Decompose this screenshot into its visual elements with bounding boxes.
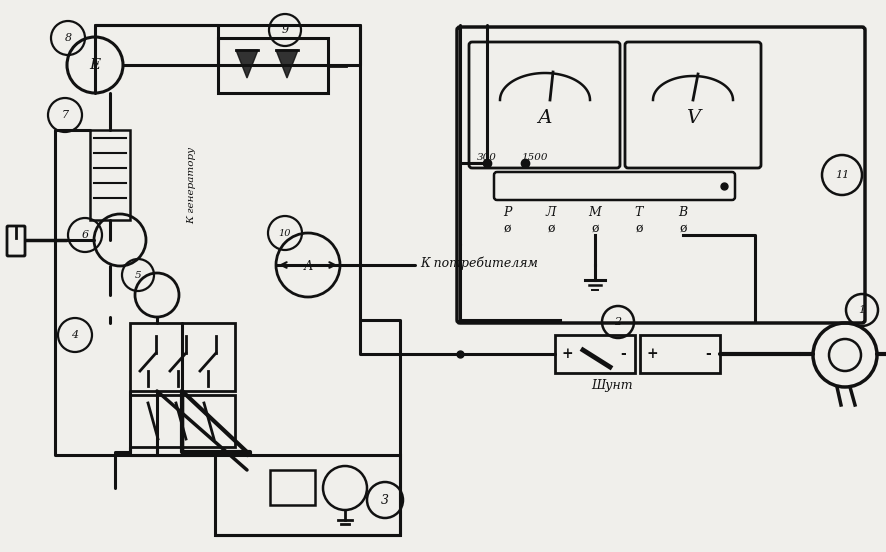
Bar xyxy=(218,38,328,93)
Text: Шунт: Шунт xyxy=(591,379,633,391)
Text: Р: Р xyxy=(503,206,511,220)
Polygon shape xyxy=(236,50,258,78)
Text: К генератору: К генератору xyxy=(188,146,197,224)
Text: V: V xyxy=(686,109,700,127)
Text: +: + xyxy=(646,347,657,361)
Text: -: - xyxy=(620,347,626,361)
Text: -: - xyxy=(705,347,711,361)
FancyBboxPatch shape xyxy=(494,172,735,200)
Text: 1: 1 xyxy=(859,305,866,315)
Text: 6: 6 xyxy=(82,230,89,240)
FancyBboxPatch shape xyxy=(625,42,761,168)
Text: 8: 8 xyxy=(65,33,72,43)
Text: ø: ø xyxy=(635,221,642,235)
Bar xyxy=(215,455,400,535)
Text: 300: 300 xyxy=(477,152,497,162)
Text: А: А xyxy=(303,261,313,273)
Text: 4: 4 xyxy=(72,330,79,340)
Text: ø: ø xyxy=(548,221,555,235)
FancyBboxPatch shape xyxy=(457,27,865,323)
Text: К потребителям: К потребителям xyxy=(420,256,538,270)
Text: ø: ø xyxy=(503,221,510,235)
Bar xyxy=(90,130,130,220)
Text: 1500: 1500 xyxy=(522,152,548,162)
Text: ø: ø xyxy=(680,221,687,235)
FancyBboxPatch shape xyxy=(469,42,620,168)
Bar xyxy=(270,470,315,505)
Bar xyxy=(130,323,235,391)
Text: +: + xyxy=(561,347,573,361)
Bar xyxy=(130,395,235,447)
Text: 10: 10 xyxy=(279,229,291,237)
Text: 9: 9 xyxy=(282,25,289,35)
Bar xyxy=(555,335,635,373)
FancyBboxPatch shape xyxy=(7,226,25,256)
Text: Т: Т xyxy=(634,206,643,220)
Text: 11: 11 xyxy=(835,170,849,180)
Bar xyxy=(640,335,720,373)
Text: 5: 5 xyxy=(135,270,141,279)
Text: 7: 7 xyxy=(61,110,68,120)
Polygon shape xyxy=(276,50,298,78)
Text: М: М xyxy=(588,206,602,220)
Text: ø: ø xyxy=(591,221,599,235)
Text: Е: Е xyxy=(89,58,101,72)
Text: А: А xyxy=(538,109,552,127)
Text: 3: 3 xyxy=(381,493,389,507)
Text: Л: Л xyxy=(546,206,556,220)
Text: В: В xyxy=(679,206,688,220)
Text: 2: 2 xyxy=(614,317,622,327)
